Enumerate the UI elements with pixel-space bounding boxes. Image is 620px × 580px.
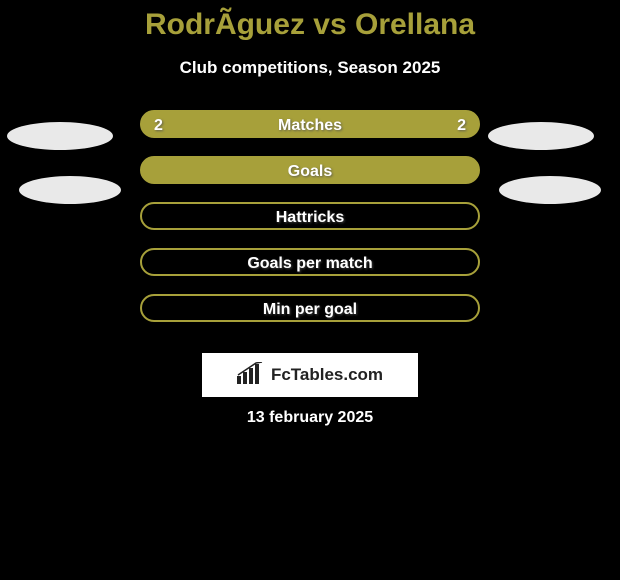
stat-bar-label: Min per goal	[142, 296, 478, 324]
stat-bar-label: Goals	[142, 158, 478, 186]
stat-bar-label: Hattricks	[142, 204, 478, 232]
stat-bar: Goals	[140, 156, 480, 184]
player-ellipse	[19, 176, 121, 204]
stat-bar: Hattricks	[140, 202, 480, 230]
date-label: 13 february 2025	[0, 409, 620, 427]
player-ellipse	[488, 122, 594, 150]
player-ellipse	[7, 122, 113, 150]
stat-right-value: 2	[457, 112, 466, 140]
stat-row: Goals per match	[0, 248, 620, 276]
stat-row: Min per goal	[0, 294, 620, 322]
stat-left-value: 2	[154, 112, 163, 140]
stat-bar-label: Matches	[142, 112, 478, 140]
logo-box: FcTables.com	[202, 353, 418, 397]
logo-text: FcTables.com	[271, 365, 383, 385]
stat-bar: Goals per match	[140, 248, 480, 276]
stat-bar: Matches2 2	[140, 110, 480, 138]
comparison-infographic: RodrÃ­guez vs Orellana Club competitions…	[0, 0, 620, 580]
page-title: RodrÃ­guez vs Orellana	[0, 0, 620, 42]
subtitle: Club competitions, Season 2025	[0, 58, 620, 78]
stat-bar-label: Goals per match	[142, 250, 478, 278]
stat-row: Hattricks	[0, 202, 620, 230]
player-ellipse	[499, 176, 601, 204]
stat-bar: Min per goal	[140, 294, 480, 322]
logo-chart-icon	[237, 362, 265, 389]
